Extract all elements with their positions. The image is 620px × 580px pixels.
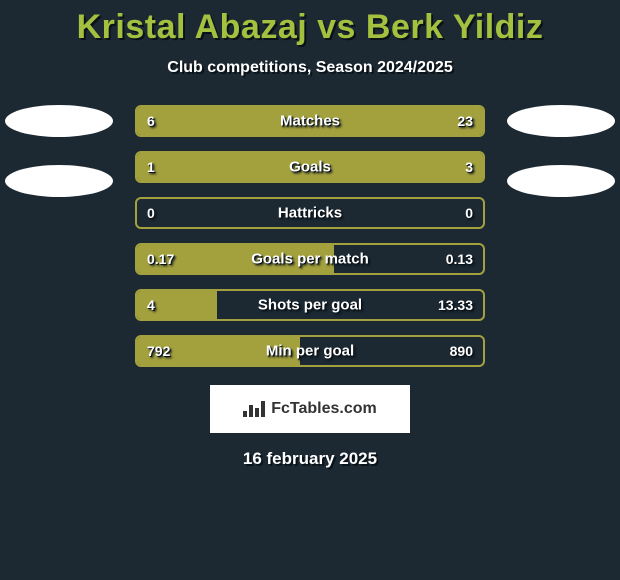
stat-value-left: 0 (147, 205, 155, 221)
stat-value-right: 890 (450, 343, 473, 359)
team-logo-left (5, 165, 113, 197)
stat-value-right: 0.13 (446, 251, 473, 267)
stat-label: Min per goal (266, 343, 354, 360)
stat-row: 792 890 Min per goal (135, 335, 485, 367)
stat-label: Hattricks (278, 205, 342, 222)
stat-row: 4 13.33 Shots per goal (135, 289, 485, 321)
stat-label: Matches (280, 113, 340, 130)
stat-row: 1 3 Goals (135, 151, 485, 183)
date-label: 16 february 2025 (0, 449, 620, 469)
team-logo-right (507, 165, 615, 197)
left-logos (0, 105, 118, 197)
team-logo-left (5, 105, 113, 137)
stat-value-left: 0.17 (147, 251, 174, 267)
bar-fill-right (210, 107, 483, 135)
stat-row: 6 23 Matches (135, 105, 485, 137)
stat-row: 0 0 Hattricks (135, 197, 485, 229)
stat-value-left: 4 (147, 297, 155, 313)
stat-value-left: 1 (147, 159, 155, 175)
stat-label: Shots per goal (258, 297, 362, 314)
stat-value-left: 792 (147, 343, 170, 359)
stat-row: 0.17 0.13 Goals per match (135, 243, 485, 275)
right-logos (502, 105, 620, 197)
comparison-content: 6 23 Matches 1 3 Goals 0 0 Hattricks 0.17 0.13 Goal… (0, 105, 620, 367)
brand-label: FcTables.com (271, 400, 377, 418)
stat-value-right: 23 (457, 113, 473, 129)
stat-value-right: 13.33 (438, 297, 473, 313)
brand-icon (243, 399, 265, 420)
bar-fill-right (224, 153, 484, 181)
brand-box: FcTables.com (210, 385, 410, 433)
stat-value-right: 0 (465, 205, 473, 221)
team-logo-right (507, 105, 615, 137)
stat-bars: 6 23 Matches 1 3 Goals 0 0 Hattricks 0.17 0.13 Goal… (135, 105, 485, 367)
page-title: Kristal Abazaj vs Berk Yildiz (0, 0, 620, 47)
stat-label: Goals (289, 159, 331, 176)
stat-value-left: 6 (147, 113, 155, 129)
stat-label: Goals per match (251, 251, 369, 268)
subtitle: Club competitions, Season 2024/2025 (0, 59, 620, 77)
stat-value-right: 3 (465, 159, 473, 175)
